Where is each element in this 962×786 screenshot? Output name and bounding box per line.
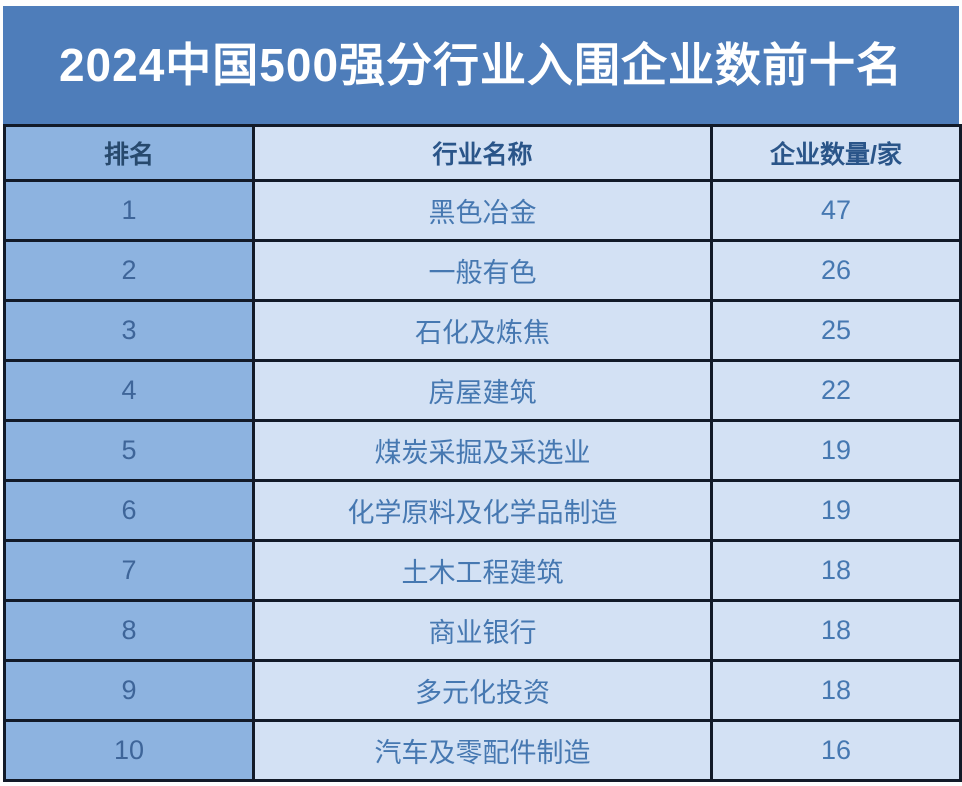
industry-cell: 石化及炼焦 [252, 299, 713, 362]
count-cell: 18 [710, 599, 962, 662]
industry-cell: 商业银行 [252, 599, 713, 662]
count-cell: 19 [710, 479, 962, 542]
page-title: 2024中国500强分行业入围企业数前十名 [58, 39, 904, 91]
table-row: 1 黑色冶金 47 [3, 179, 962, 242]
header-rank: 排名 [3, 124, 255, 182]
table-row: 2 一般有色 26 [3, 239, 962, 302]
rank-cell: 2 [3, 239, 255, 302]
table-row: 8 商业银行 18 [3, 599, 962, 662]
count-cell: 18 [710, 659, 962, 722]
rank-cell: 1 [3, 179, 255, 242]
table-row: 3 石化及炼焦 25 [3, 299, 962, 362]
count-cell: 16 [710, 719, 962, 782]
ranking-table: 排名 行业名称 企业数量/家 1 黑色冶金 47 2 一般有色 26 3 石化及炼焦 25 4 房屋… [3, 124, 962, 782]
table-row: 4 房屋建筑 22 [3, 359, 962, 422]
industry-cell: 黑色冶金 [252, 179, 713, 242]
table-row: 7 土木工程建筑 18 [3, 539, 962, 602]
count-cell: 26 [710, 239, 962, 302]
industry-cell: 土木工程建筑 [252, 539, 713, 602]
count-cell: 25 [710, 299, 962, 362]
rank-cell: 8 [3, 599, 255, 662]
table-row: 6 化学原料及化学品制造 19 [3, 479, 962, 542]
header-row: 排名 行业名称 企业数量/家 [3, 124, 962, 182]
industry-cell: 多元化投资 [252, 659, 713, 722]
industry-cell: 汽车及零配件制造 [252, 719, 713, 782]
industry-cell: 煤炭采掘及采选业 [252, 419, 713, 482]
count-cell: 18 [710, 539, 962, 602]
table-row: 5 煤炭采掘及采选业 19 [3, 419, 962, 482]
industry-cell: 房屋建筑 [252, 359, 713, 422]
count-cell: 22 [710, 359, 962, 422]
count-cell: 19 [710, 419, 962, 482]
table-body: 1 黑色冶金 47 2 一般有色 26 3 石化及炼焦 25 4 房屋建筑 22 5 煤炭采掘及采选业 19… [3, 179, 962, 782]
rank-cell: 9 [3, 659, 255, 722]
rank-cell: 7 [3, 539, 255, 602]
rank-cell: 5 [3, 419, 255, 482]
table-row: 10 汽车及零配件制造 16 [3, 719, 962, 782]
industry-cell: 化学原料及化学品制造 [252, 479, 713, 542]
title-banner: 2024中国500强分行业入围企业数前十名 [3, 6, 959, 124]
table-row: 9 多元化投资 18 [3, 659, 962, 722]
rank-cell: 10 [3, 719, 255, 782]
rank-cell: 3 [3, 299, 255, 362]
rank-cell: 4 [3, 359, 255, 422]
header-industry: 行业名称 [252, 124, 713, 182]
industry-cell: 一般有色 [252, 239, 713, 302]
header-count: 企业数量/家 [710, 124, 962, 182]
rank-cell: 6 [3, 479, 255, 542]
count-cell: 47 [710, 179, 962, 242]
